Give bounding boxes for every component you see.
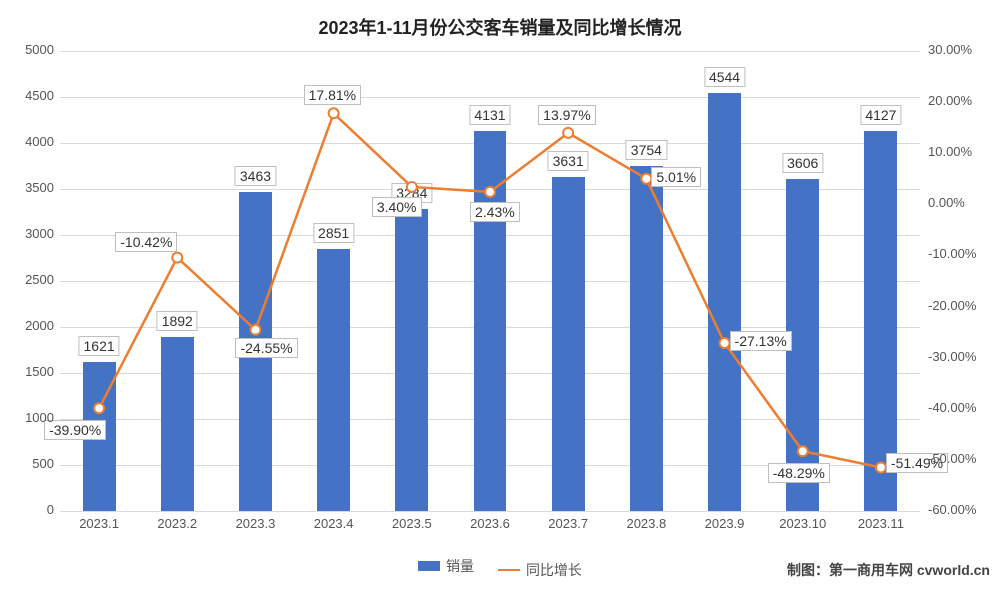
line-marker xyxy=(720,338,730,348)
y1-tick-label: 1500 xyxy=(25,364,54,379)
legend-swatch-bar xyxy=(418,561,440,571)
growth-line xyxy=(99,113,881,467)
y2-tick-label: 10.00% xyxy=(928,144,972,159)
y1-tick-label: 3500 xyxy=(25,180,54,195)
line-marker xyxy=(485,187,495,197)
gridline xyxy=(60,511,920,512)
legend-swatch-line xyxy=(498,569,520,571)
x-tick-label: 2023.4 xyxy=(314,516,354,531)
legend-label-line: 同比增长 xyxy=(526,560,582,580)
y2-tick-label: 20.00% xyxy=(928,93,972,108)
x-tick-label: 2023.8 xyxy=(626,516,666,531)
y2-tick-label: -50.00% xyxy=(928,451,976,466)
x-tick-label: 2023.9 xyxy=(705,516,745,531)
x-tick-label: 2023.2 xyxy=(157,516,197,531)
x-tick-label: 2023.3 xyxy=(236,516,276,531)
line-marker xyxy=(329,108,339,118)
line-marker xyxy=(641,174,651,184)
y1-tick-label: 0 xyxy=(47,502,54,517)
chart-title: 2023年1-11月份公交客车销量及同比增长情况 xyxy=(0,14,1000,40)
y2-tick-label: -10.00% xyxy=(928,246,976,261)
line-value-label: 2.43% xyxy=(470,202,520,222)
y2-tick-label: -30.00% xyxy=(928,349,976,364)
x-tick-label: 2023.7 xyxy=(548,516,588,531)
legend-item-line: 同比增长 xyxy=(498,560,582,580)
x-tick-label: 2023.6 xyxy=(470,516,510,531)
y2-tick-label: -20.00% xyxy=(928,298,976,313)
y1-tick-label: 4000 xyxy=(25,134,54,149)
line-marker xyxy=(250,325,260,335)
x-tick-label: 2023.5 xyxy=(392,516,432,531)
y1-tick-label: 500 xyxy=(32,456,54,471)
line-marker xyxy=(172,253,182,263)
line-marker xyxy=(407,182,417,192)
y2-tick-label: -60.00% xyxy=(928,502,976,517)
credit-line: 制图：第一商用车网 cvworld.cn xyxy=(787,560,990,580)
legend-label-bars: 销量 xyxy=(446,556,474,576)
combo-chart: 2023年1-11月份公交客车销量及同比增长情况 162118923463285… xyxy=(0,0,1000,598)
x-tick-label: 2023.10 xyxy=(779,516,826,531)
line-value-label: -48.29% xyxy=(768,463,830,483)
y2-tick-label: 30.00% xyxy=(928,42,972,57)
legend-item-bars: 销量 xyxy=(418,556,474,576)
line-value-label: -24.55% xyxy=(235,338,297,358)
y1-tick-label: 1000 xyxy=(25,410,54,425)
line-marker xyxy=(563,128,573,138)
line-series xyxy=(60,51,920,511)
x-tick-label: 2023.1 xyxy=(79,516,119,531)
y1-tick-label: 5000 xyxy=(25,42,54,57)
line-value-label: 5.01% xyxy=(651,167,701,187)
y1-tick-label: 3000 xyxy=(25,226,54,241)
line-value-label: -10.42% xyxy=(115,232,177,252)
line-value-label: 17.81% xyxy=(304,85,361,105)
x-tick-label: 2023.11 xyxy=(858,516,904,531)
line-value-label: 3.40% xyxy=(372,197,422,217)
line-marker xyxy=(94,403,104,413)
y2-tick-label: 0.00% xyxy=(928,195,965,210)
line-marker xyxy=(876,463,886,473)
y1-tick-label: 2000 xyxy=(25,318,54,333)
line-value-label: 13.97% xyxy=(538,105,595,125)
y1-tick-label: 4500 xyxy=(25,88,54,103)
y1-tick-label: 2500 xyxy=(25,272,54,287)
y2-tick-label: -40.00% xyxy=(928,400,976,415)
line-marker xyxy=(798,446,808,456)
plot-area: 1621189234632851328441313631375445443606… xyxy=(60,50,920,511)
line-value-label: -27.13% xyxy=(730,331,792,351)
